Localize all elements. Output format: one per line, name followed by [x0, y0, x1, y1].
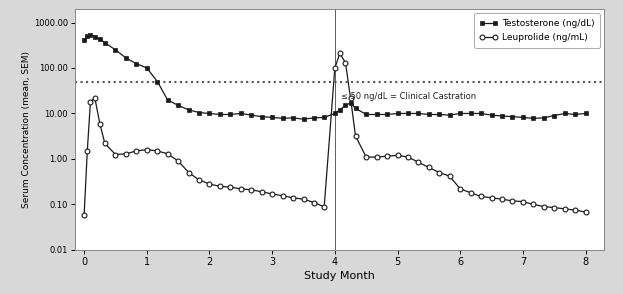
Leuprolide (ng/mL) — [373, 155, 381, 159]
Line: Leuprolide (ng/mL): Leuprolide (ng/mL) — [82, 51, 588, 217]
Leuprolide (ng/mL) — [80, 213, 88, 216]
Leuprolide (ng/mL) — [258, 190, 265, 193]
Testosterone (ng/dL) — [80, 38, 88, 41]
Leuprolide (ng/mL) — [336, 51, 344, 55]
Text: ≤ 50 ng/dL = Clinical Castration: ≤ 50 ng/dL = Clinical Castration — [341, 92, 476, 101]
Testosterone (ng/dL) — [154, 80, 161, 83]
Line: Testosterone (ng/dL): Testosterone (ng/dL) — [82, 33, 587, 121]
Testosterone (ng/dL) — [300, 117, 307, 121]
Leuprolide (ng/mL) — [414, 161, 422, 164]
Testosterone (ng/dL) — [373, 113, 381, 116]
Legend: Testosterone (ng/dL), Leuprolide (ng/mL): Testosterone (ng/dL), Leuprolide (ng/mL) — [473, 13, 600, 48]
Leuprolide (ng/mL) — [582, 210, 589, 214]
Leuprolide (ng/mL) — [363, 155, 370, 159]
X-axis label: Study Month: Study Month — [304, 271, 375, 281]
Leuprolide (ng/mL) — [143, 148, 151, 151]
Testosterone (ng/dL) — [383, 113, 391, 116]
Testosterone (ng/dL) — [425, 113, 432, 116]
Testosterone (ng/dL) — [352, 106, 359, 110]
Testosterone (ng/dL) — [87, 33, 94, 36]
Y-axis label: Serum Concentration (mean, SEM): Serum Concentration (mean, SEM) — [22, 51, 31, 208]
Testosterone (ng/dL) — [269, 116, 276, 119]
Leuprolide (ng/mL) — [347, 96, 354, 100]
Testosterone (ng/dL) — [582, 112, 589, 115]
